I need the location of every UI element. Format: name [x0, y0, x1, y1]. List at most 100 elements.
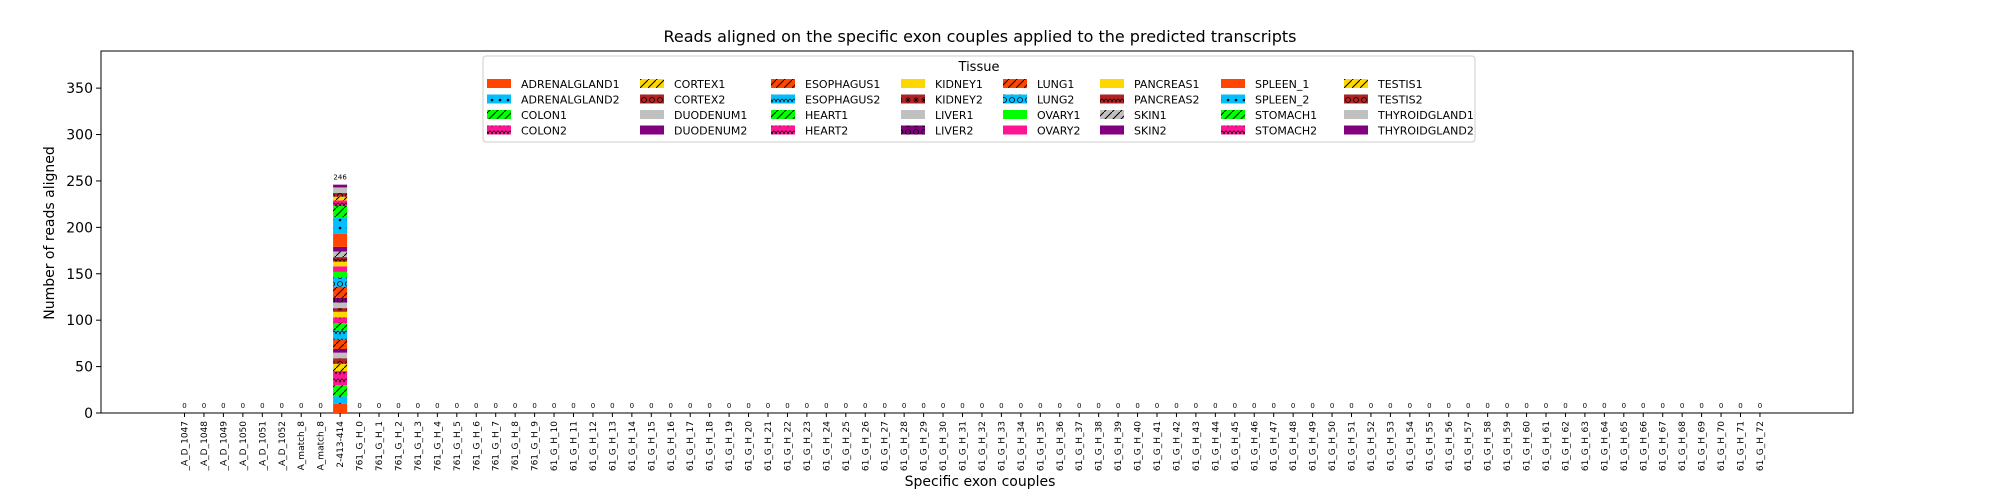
legend-item-label: ESOPHAGUS1: [805, 78, 880, 91]
legend-item-label: SPLEEN_1: [1255, 78, 1309, 91]
bar-value-label: 0: [1699, 402, 1703, 410]
x-tick-label: 61_G_H_71: [1737, 421, 1747, 471]
legend-swatch: [640, 94, 664, 104]
bar-value-label: 0: [1349, 402, 1353, 410]
x-tick-label: 61_G_H_21: [764, 421, 774, 471]
x-tick-label: 61_G_H_24: [822, 421, 832, 471]
x-tick-label: 61_G_H_68: [1678, 421, 1688, 471]
bar-value-labels: 0 0 0 0 0 0 0 0 246 0 0 0 0 0 0 0 0 0 0 0 0 0 0 0 0 0 0 0 0 0 0 0 0 0 0 0 0 0…: [182, 174, 1762, 410]
x-tick-label: 61_G_H_45: [1231, 421, 1241, 471]
bar-segment-liver1: [333, 302, 348, 309]
x-tick-label: 61_G_H_13: [608, 421, 618, 471]
x-tick-label: 61_G_H_29: [920, 421, 930, 471]
bar-value-label: 0: [1038, 402, 1042, 410]
bar-value-label: 0: [357, 402, 361, 410]
bar-segment-pancreas1: [333, 261, 348, 267]
x-tick-label: A_match_8: [297, 421, 307, 471]
x-axis: _A_D_1047 _A_D_1048 _A_D_1049 _A_D_1050 _A_D…: [181, 413, 1766, 472]
bar-value-label: 0: [630, 402, 634, 410]
bar-segment-testis1: [333, 196, 348, 201]
x-tick-label: _A_D_1051: [258, 421, 268, 472]
y-tick-label: 100: [66, 313, 93, 329]
bar-value-label: 0: [571, 402, 575, 410]
bar-value-label: 0: [1369, 402, 1373, 410]
legend-swatch: [1221, 79, 1245, 88]
x-tick-label: 61_G_H_37: [1075, 421, 1085, 471]
bar-value-label: 0: [1096, 402, 1100, 410]
y-tick-label: 0: [84, 406, 93, 422]
bar-value-label: 0: [863, 402, 867, 410]
x-tick-label: 61_G_H_23: [803, 421, 813, 471]
legend-swatch: [1003, 110, 1027, 119]
x-tick-label: _A_D_1052: [278, 421, 288, 472]
x-tick-label: 61_G_H_56: [1445, 421, 1455, 471]
legend-swatch: [640, 110, 664, 119]
legend-swatch: [487, 125, 511, 135]
bar-value-label: 0: [1194, 402, 1198, 410]
bar-segment-spleen_2: [333, 217, 348, 234]
x-tick-label: 61_G_H_58: [1484, 421, 1494, 471]
x-tick-label: _A_D_1048: [200, 421, 210, 472]
x-tick-label: 61_G_H_55: [1425, 421, 1435, 471]
x-tick-label: 61_G_H_52: [1367, 421, 1377, 471]
legend-swatch: [1221, 125, 1245, 135]
bar-value-label: 0: [649, 402, 653, 410]
bar-segment-cortex2: [333, 358, 348, 364]
x-tick-label: 61_G_H_42: [1172, 421, 1182, 471]
legend-swatch: [1344, 110, 1368, 119]
bar-value-label: 0: [1544, 402, 1548, 410]
bar-segment-spleen_1: [333, 233, 348, 247]
bar-value-label: 0: [785, 402, 789, 410]
bar-value-label: 0: [707, 402, 711, 410]
x-tick-label: 61_G_H_19: [725, 421, 735, 471]
bar-segment-cortex1: [333, 363, 348, 372]
x-tick-label: 61_G_H_12: [589, 421, 599, 471]
legend-item-label: OVARY2: [1037, 125, 1080, 138]
plot-area: [100, 50, 1854, 414]
bar-value-label: 0: [1680, 402, 1684, 410]
x-tick-label: 61_G_H_22: [783, 421, 793, 471]
legend-item-label: LUNG2: [1037, 94, 1074, 107]
bar-value-label: 0: [435, 402, 439, 410]
bar-value-label: 0: [1466, 402, 1470, 410]
bar-value-label: 0: [182, 402, 186, 410]
bar-value-label: 0: [318, 402, 322, 410]
x-tick-label: 61_G_H_48: [1289, 421, 1299, 471]
bar-value-label: 246: [333, 174, 347, 182]
x-tick-label: 61_G_H_17: [686, 421, 696, 471]
bar-value-label: 0: [1485, 402, 1489, 410]
legend-swatch: [640, 79, 664, 88]
x-tick-label: 761_G_H_3: [414, 421, 424, 471]
legend-swatch: [771, 110, 795, 119]
legend-item-label: KIDNEY1: [935, 78, 983, 91]
legend-swatch: [1344, 79, 1368, 88]
legend-swatch: [1003, 79, 1027, 88]
bar-value-label: 0: [513, 402, 517, 410]
bar-value-label: 0: [416, 402, 420, 410]
bar-segment-ovary2: [333, 266, 348, 272]
y-tick-label: 150: [66, 267, 93, 283]
legend-item-label: SKIN2: [1134, 125, 1167, 138]
bar-value-label: 0: [1447, 402, 1451, 410]
bar-segment-lung2: [333, 277, 348, 287]
bar-segment-duodenum2: [333, 348, 348, 353]
bar-value-label: 0: [1058, 402, 1062, 410]
bar-value-label: 0: [960, 402, 964, 410]
legend-item-label: STOMACH1: [1255, 109, 1317, 122]
legend-swatch: [487, 79, 511, 88]
legend-title: Tissue: [958, 60, 1000, 75]
legend-swatch: [487, 94, 511, 104]
x-tick-label: 61_G_H_50: [1328, 421, 1338, 471]
legend-swatch: [1100, 125, 1124, 135]
x-tick-label: 61_G_H_39: [1114, 421, 1124, 471]
legend-item-label: CORTEX2: [674, 94, 725, 107]
y-tick-label: 350: [66, 81, 93, 97]
x-tick-label: 61_G_H_65: [1620, 421, 1630, 471]
x-axis-label: Specific exon couples: [905, 474, 1056, 490]
bar-value-label: 0: [727, 402, 731, 410]
x-tick-label: 61_G_H_44: [1211, 421, 1221, 471]
x-tick-label: 61_G_H_26: [861, 421, 871, 471]
x-tick-label: 761_G_H_4: [433, 421, 443, 471]
bar-segment-stomach2: [333, 200, 348, 207]
